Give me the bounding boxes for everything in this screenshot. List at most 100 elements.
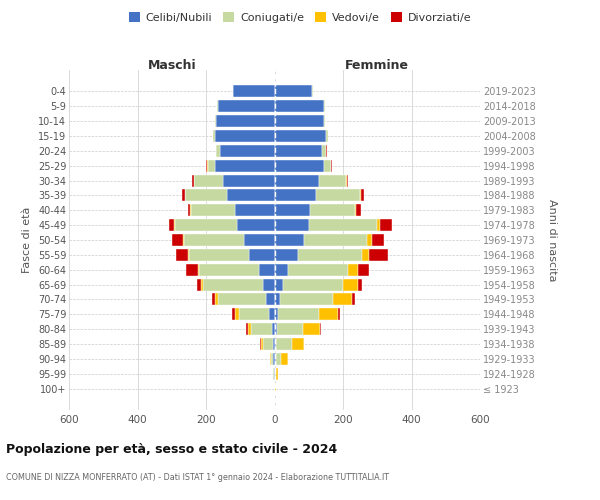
Bar [232,308,235,320]
Bar [235,308,239,320]
Text: Maschi: Maschi [148,59,196,72]
Bar [352,294,355,306]
Bar [213,130,215,142]
Bar [189,249,249,261]
Bar [275,145,322,157]
Bar [259,264,275,276]
Legend: Celibi/Nubili, Coniugati/e, Vedovi/e, Divorziati/e: Celibi/Nubili, Coniugati/e, Vedovi/e, Di… [124,8,476,28]
Bar [275,278,283,290]
Text: COMUNE DI NIZZA MONFERRATO (AT) - Dati ISTAT 1° gennaio 2024 - Elaborazione TUTT: COMUNE DI NIZZA MONFERRATO (AT) - Dati I… [6,472,389,482]
Bar [233,86,275,98]
Bar [275,204,310,216]
Bar [206,160,208,172]
Bar [176,249,188,261]
Bar [191,204,235,216]
Bar [360,190,361,202]
Bar [269,308,275,320]
Bar [280,294,333,306]
Bar [197,278,201,290]
Bar [275,264,288,276]
Bar [276,338,292,350]
Bar [218,100,275,112]
Bar [275,115,324,127]
Bar [188,204,190,216]
Bar [274,353,275,365]
Bar [277,323,303,335]
Bar [275,234,304,246]
Bar [169,219,175,231]
Bar [368,249,388,261]
Bar [198,264,199,276]
Bar [322,145,326,157]
Bar [270,353,271,365]
Bar [275,174,319,186]
Bar [275,190,316,202]
Bar [251,323,272,335]
Bar [343,278,358,290]
Bar [182,190,185,202]
Bar [223,174,275,186]
Bar [361,190,364,202]
Bar [275,100,324,112]
Bar [227,190,275,202]
Bar [249,249,275,261]
Bar [275,219,309,231]
Bar [275,294,280,306]
Bar [275,160,324,172]
Bar [275,338,276,350]
Bar [215,294,218,306]
Bar [260,338,261,350]
Bar [319,308,338,320]
Bar [172,234,183,246]
Bar [320,323,321,335]
Bar [275,353,281,365]
Bar [275,86,312,98]
Bar [347,174,349,186]
Bar [194,174,223,186]
Bar [215,160,275,172]
Bar [215,130,275,142]
Bar [338,308,340,320]
Bar [239,308,269,320]
Bar [355,204,356,216]
Text: Femmine: Femmine [345,59,409,72]
Bar [192,174,194,186]
Bar [358,278,362,290]
Bar [303,323,320,335]
Bar [263,338,273,350]
Bar [263,278,275,290]
Bar [235,204,275,216]
Bar [326,130,328,142]
Bar [333,294,352,306]
Bar [203,278,263,290]
Bar [283,278,343,290]
Bar [275,249,298,261]
Bar [331,160,332,172]
Bar [215,115,216,127]
Bar [380,219,392,231]
Bar [304,234,367,246]
Bar [220,145,275,157]
Bar [266,294,275,306]
Bar [272,323,275,335]
Bar [348,264,358,276]
Bar [281,353,287,365]
Bar [217,100,218,112]
Bar [201,278,203,290]
Y-axis label: Anni di nascita: Anni di nascita [547,198,557,281]
Bar [310,204,355,216]
Bar [212,294,215,306]
Bar [183,234,184,246]
Bar [185,190,227,202]
Bar [216,115,275,127]
Bar [298,249,362,261]
Bar [186,264,198,276]
Text: Popolazione per età, sesso e stato civile - 2024: Popolazione per età, sesso e stato civil… [6,442,337,456]
Bar [199,264,259,276]
Bar [261,338,263,350]
Bar [271,353,274,365]
Bar [246,323,248,335]
Bar [324,160,331,172]
Bar [218,294,266,306]
Bar [356,204,361,216]
